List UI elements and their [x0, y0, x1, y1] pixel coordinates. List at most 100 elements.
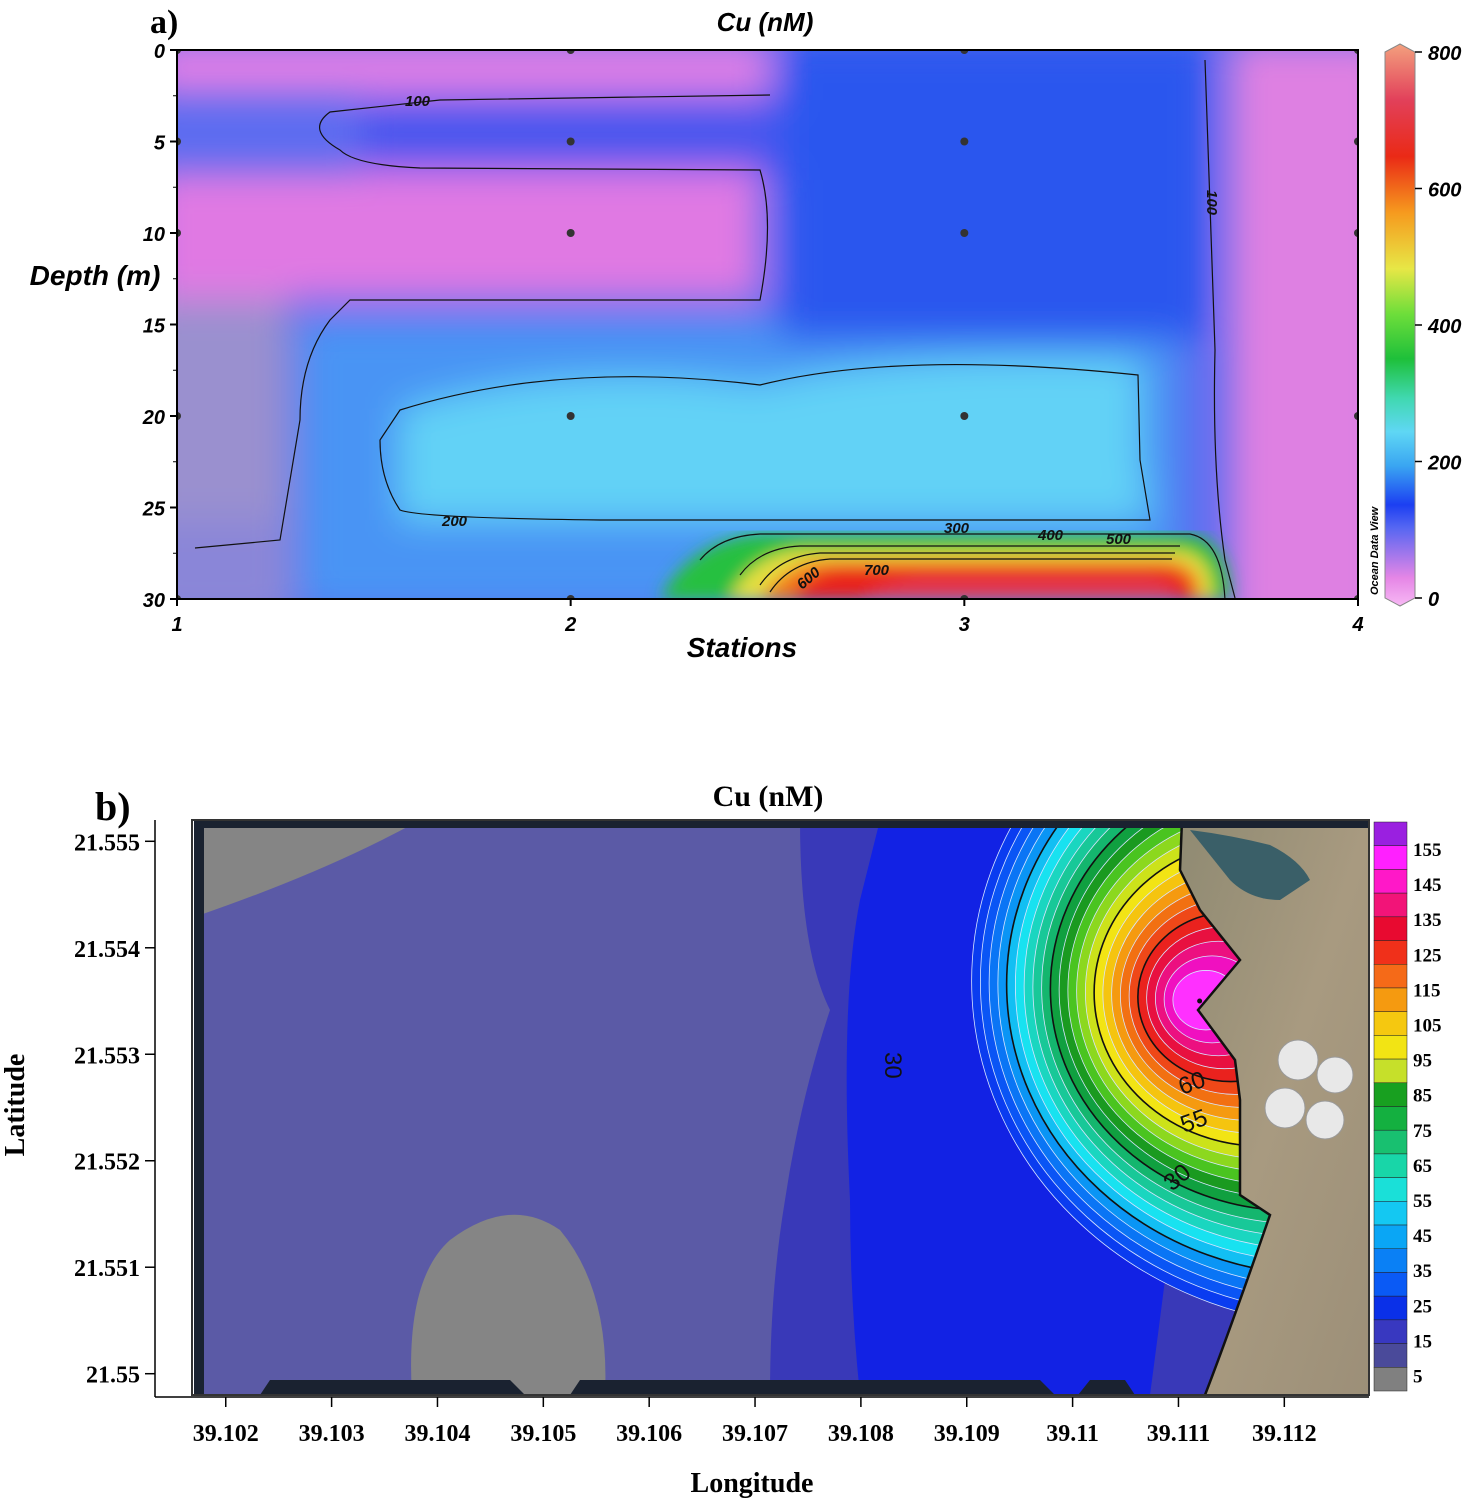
contour-label-a: 100: [405, 93, 431, 110]
legend-label: 145: [1413, 875, 1442, 896]
legend-swatch: [1373, 1224, 1408, 1249]
panel-b-ylabel: Latitude: [0, 1054, 31, 1157]
storage-tank: [1264, 1087, 1306, 1129]
y-axis-b: 21.555 21.554 21.553 21.552 21.551 21.55: [74, 820, 156, 1397]
panel-a-title: Cu (nM): [717, 7, 814, 37]
legend-swatch: [1373, 1129, 1408, 1155]
legend-label: 55: [1413, 1191, 1432, 1212]
colorbar-tick-label-a: 400: [1427, 316, 1461, 338]
legend-swatch: [1373, 1343, 1408, 1368]
legend-swatch: [1373, 987, 1408, 1012]
legend-swatch: [1373, 940, 1408, 965]
legend-swatch: [1373, 1295, 1408, 1321]
contour-label-a: 100: [1203, 190, 1220, 216]
legend-swatch: [1373, 1106, 1408, 1131]
y-tick-label-b: 21.55: [86, 1363, 140, 1389]
panel-a-ylabel: Depth (m): [30, 260, 161, 291]
x-tick-label-b: 39.103: [299, 1421, 365, 1447]
legend-label: 105: [1413, 1016, 1442, 1037]
colorbar-tick-label-a: 0: [1428, 589, 1439, 611]
legend-label: 135: [1413, 910, 1442, 931]
panel-b: b) Cu (nM): [0, 780, 1442, 1499]
x-tick-label-b: 39.102: [193, 1421, 259, 1447]
legend-swatch: [1373, 1177, 1408, 1202]
panel-b-map: 30 60 55 30: [194, 820, 1369, 1395]
y-tick-label-a: 5: [154, 133, 166, 155]
harbor-water: [1190, 830, 1310, 900]
x-axis-b: 39.102 39.103 39.104 39.105 39.106 39.107 39.1…: [155, 1396, 1369, 1447]
sample-point: [566, 412, 575, 420]
x-tick-label-b: 39.104: [404, 1421, 470, 1447]
panel-a: a) Cu (nM): [30, 4, 1462, 663]
legend-label: 45: [1413, 1226, 1432, 1247]
legend-swatch: [1373, 1367, 1408, 1392]
y-axis-a: 0 5 10 15 20 25 30: [142, 41, 177, 612]
y-tick-label-a: 15: [143, 316, 166, 338]
legend-label: 15: [1413, 1331, 1432, 1352]
panel-a-field: 100 100 200 300 400 500 600 700: [177, 50, 1358, 599]
legend-swatch: [1373, 845, 1408, 870]
contour-label-a: 400: [1037, 527, 1064, 544]
colorbar-tick-label-a: 600: [1428, 180, 1461, 202]
panel-b-xlabel: Longitude: [691, 1468, 814, 1499]
legend-swatch: [1373, 1011, 1408, 1036]
sample-point: [566, 137, 575, 146]
x-tick-label-a: 1: [171, 614, 182, 636]
hotspot-point: [1197, 998, 1203, 1004]
legend-swatch: [1373, 821, 1408, 846]
y-tick-label-b: 21.553: [74, 1043, 140, 1069]
x-tick-label-b: 39.111: [1147, 1421, 1210, 1447]
x-tick-label-b: 39.107: [722, 1421, 788, 1447]
legend-label: 155: [1413, 840, 1442, 861]
odv-watermark: Ocean Data View: [1369, 505, 1381, 595]
legend-swatch: [1373, 1035, 1408, 1060]
legend-swatch: [1373, 892, 1408, 918]
y-tick-label-a: 20: [142, 407, 165, 429]
sample-point: [960, 229, 969, 237]
y-tick-label-a: 10: [143, 224, 165, 246]
legend-swatch: [1373, 1058, 1408, 1084]
contour-label-a: 700: [864, 562, 890, 579]
sample-point: [960, 412, 969, 420]
contour-label-a: 200: [441, 513, 468, 530]
x-tick-label-b: 39.105: [510, 1421, 576, 1447]
legend-swatch: [1373, 916, 1408, 941]
legend-label: 25: [1413, 1296, 1432, 1317]
legend-swatch: [1373, 1319, 1408, 1344]
legend-swatch: [1373, 1082, 1408, 1107]
panel-b-label: b): [95, 784, 131, 829]
x-tick-label-b: 39.11: [1046, 1421, 1099, 1447]
colorbar-tick-label-a: 200: [1427, 453, 1461, 475]
legend-swatch: [1373, 964, 1408, 989]
legend-label: 95: [1413, 1051, 1432, 1072]
contour-label-a: 300: [944, 520, 970, 537]
y-tick-label-a: 25: [142, 499, 166, 521]
x-tick-label-a: 3: [959, 614, 970, 636]
panel-a-colorbar: 0 200 400 600 800: [1384, 43, 1461, 611]
contour-label-a: 500: [1106, 531, 1132, 548]
legend-swatch: [1373, 1272, 1408, 1297]
colorbar-tick-label-a: 800: [1428, 43, 1461, 65]
y-tick-label-a: 30: [143, 590, 165, 612]
storage-tank: [1316, 1056, 1354, 1094]
legend-label: 75: [1413, 1121, 1432, 1142]
y-tick-label-b: 21.551: [74, 1256, 140, 1282]
legend-swatch: [1373, 1153, 1408, 1178]
legend-label: 115: [1413, 980, 1440, 1001]
panel-b-frame: [191, 819, 1370, 1396]
y-tick-label-b: 21.555: [74, 830, 140, 856]
panel-a-xlabel: Stations: [687, 632, 797, 663]
x-tick-label-b: 39.106: [616, 1421, 682, 1447]
legend-swatch: [1373, 1248, 1408, 1273]
y-tick-label-b: 21.554: [74, 937, 140, 963]
panel-b-title: Cu (nM): [713, 780, 824, 813]
legend-label: 35: [1413, 1261, 1432, 1282]
x-tick-label-a: 2: [564, 614, 576, 636]
x-axis-a: 1 2 3 4: [171, 599, 1364, 636]
x-tick-label-b: 39.112: [1252, 1421, 1317, 1447]
storage-tank: [1277, 1039, 1319, 1081]
x-tick-label-b: 39.109: [934, 1421, 1000, 1447]
legend-swatch: [1373, 1201, 1408, 1226]
legend-label: 5: [1413, 1367, 1423, 1388]
